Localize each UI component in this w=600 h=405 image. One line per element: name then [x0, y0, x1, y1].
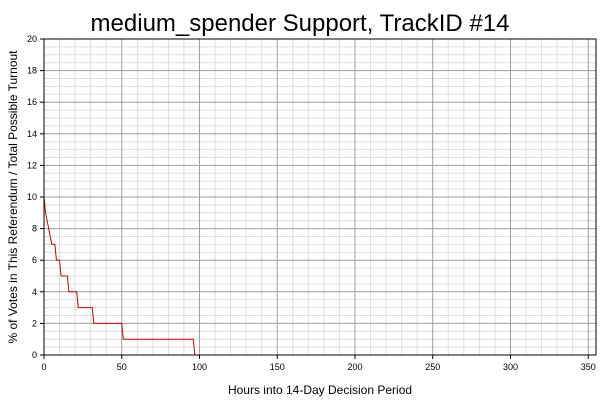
- y-tick-label: 14: [27, 129, 37, 139]
- x-tick-label: 200: [347, 362, 362, 372]
- x-tick-label: 0: [41, 362, 46, 372]
- chart-title: medium_spender Support, TrackID #14: [91, 10, 510, 37]
- y-tick-label: 8: [32, 224, 37, 234]
- y-axis-label: % of Votes in This Referendum / Total Po…: [6, 50, 20, 344]
- series-line-0: [43, 196, 569, 356]
- x-tick-label: 350: [581, 362, 596, 372]
- y-tick-label: 10: [27, 192, 37, 202]
- y-tick-label: 20: [27, 34, 37, 44]
- y-tick-label: 18: [27, 66, 37, 76]
- y-tick-label: 4: [32, 287, 37, 297]
- x-axis-label: Hours into 14-Day Decision Period: [228, 383, 412, 397]
- x-tick-label: 100: [192, 362, 207, 372]
- x-tick-label: 300: [503, 362, 518, 372]
- grid: [44, 39, 596, 355]
- y-tick-label: 0: [32, 350, 37, 360]
- y-tick-label: 6: [32, 255, 37, 265]
- y-tick-label: 12: [27, 160, 37, 170]
- y-tick-label: 2: [32, 318, 37, 328]
- y-tick-label: 16: [27, 97, 37, 107]
- x-tick-label: 50: [117, 362, 127, 372]
- x-tick-label: 250: [425, 362, 440, 372]
- axis-ticks: 0 50 100 150 200 250 300 350 0 2 4 6 8 10 12 14 16 18 20: [27, 34, 596, 372]
- x-tick-label: 150: [270, 362, 285, 372]
- series-layer: [43, 196, 569, 356]
